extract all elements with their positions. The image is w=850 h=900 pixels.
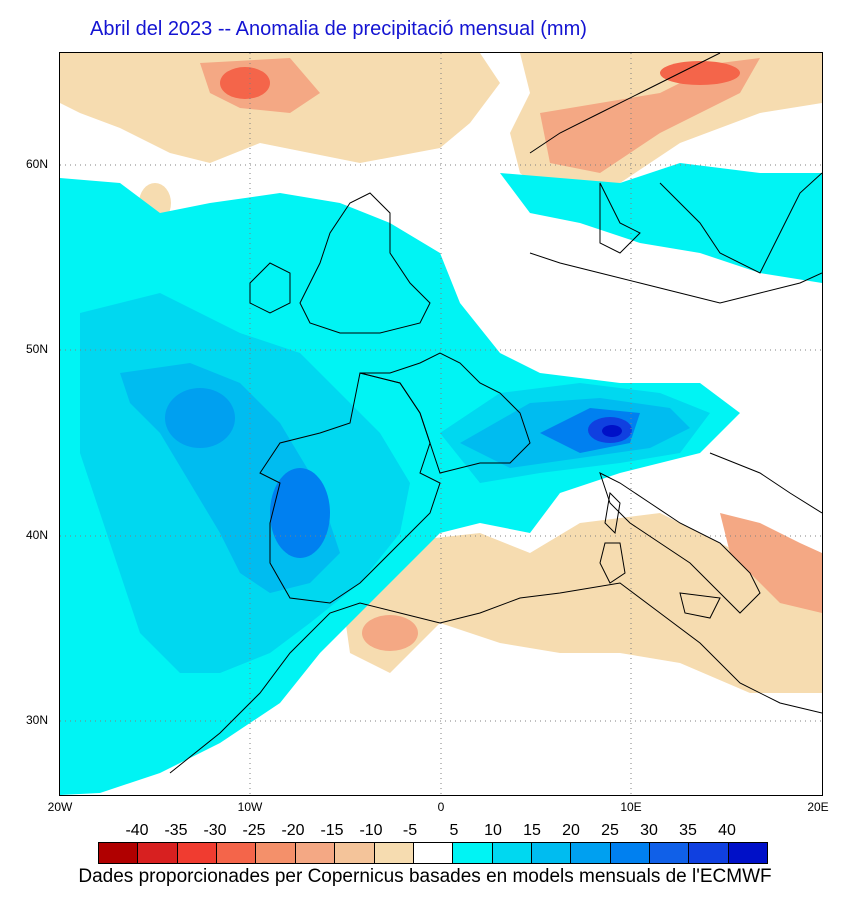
legend-swatch [571, 843, 611, 863]
legend-swatch [650, 843, 690, 863]
wet-area-scandinavia [500, 163, 822, 283]
legend-swatch [99, 843, 139, 863]
coast-france [359, 352, 531, 474]
legend-swatch [256, 843, 296, 863]
legend-swatch [689, 843, 729, 863]
coast-sweden [659, 172, 822, 274]
wet-area-iberia-core [270, 468, 330, 558]
coast-sicily [679, 592, 721, 619]
legend-label: -25 [242, 822, 266, 839]
legend-swatch [177, 843, 218, 863]
legend-label: -40 [125, 822, 149, 839]
lon-label-10w: 10W [237, 800, 263, 814]
legend-swatch [138, 843, 178, 863]
lon-label-0: 0 [437, 800, 445, 814]
lon-label-20w: 20W [47, 800, 73, 814]
legend-label: -20 [281, 822, 305, 839]
legend-swatch [374, 843, 414, 863]
legend-label: 10 [484, 822, 502, 839]
legend-label: -10 [359, 822, 383, 839]
precipitation-anomaly-map [59, 52, 823, 796]
dry-area-balkans [720, 513, 822, 613]
lat-label-30n: 30N [25, 713, 48, 727]
legend-label: 25 [601, 822, 619, 839]
wet-area-alps-peak [602, 425, 622, 437]
legend-swatch [531, 843, 572, 863]
dry-area-iceland-max [220, 67, 270, 99]
legend-swatch [335, 843, 375, 863]
graticule [60, 53, 822, 795]
dry-area-algeria-core [362, 615, 418, 651]
map-title: Abril del 2023 -- Anomalia de precipitac… [90, 18, 587, 40]
legend-swatch [453, 843, 493, 863]
lat-label-40n: 40N [25, 528, 48, 542]
coast-britain [299, 192, 431, 334]
legend-labels: -40 -35 -30 -25 -20 -15 -10 -5 5 10 15 2… [0, 822, 850, 842]
lon-label-10e: 10E [620, 800, 642, 814]
coast-scandinavia [529, 53, 721, 154]
coast-italy [599, 472, 761, 614]
coast-north-africa [169, 582, 822, 774]
legend-color-bar [98, 842, 768, 864]
lon-label-20e: 20E [807, 800, 829, 814]
coast-sardinia [599, 542, 626, 584]
legend-swatch [610, 843, 651, 863]
lat-label-60n: 60N [25, 157, 48, 171]
map-canvas [60, 53, 822, 795]
legend-label: 30 [640, 822, 658, 839]
data-credit: Dades proporcionades per Copernicus basa… [78, 866, 772, 887]
legend-label: -35 [164, 822, 188, 839]
wet-anomaly-areas [60, 163, 822, 795]
coast-corsica [604, 491, 621, 535]
coast-denmark [599, 182, 641, 254]
coast-adriatic [709, 452, 822, 514]
legend-swatch [217, 843, 257, 863]
legend-swatch [728, 843, 768, 863]
legend-label: -30 [203, 822, 227, 839]
legend-label: 5 [449, 822, 459, 839]
lat-label-50n: 50N [25, 342, 48, 356]
coastlines [169, 53, 822, 774]
legend-label: 40 [718, 822, 736, 839]
wet-area-biscay-core [165, 388, 235, 448]
legend-swatch [492, 843, 532, 863]
legend-label: 20 [562, 822, 580, 839]
legend-label: 35 [679, 822, 697, 839]
dry-area-norway-max [660, 61, 740, 85]
legend-swatch [413, 843, 454, 863]
legend-label: -5 [402, 822, 418, 839]
dry-anomaly-areas [60, 53, 822, 693]
coast-baltic [529, 252, 822, 304]
legend-label: -15 [320, 822, 344, 839]
coast-ireland [249, 262, 291, 314]
dry-area-north-africa [340, 513, 822, 693]
dry-area-norway-core [540, 58, 760, 173]
legend-label: 15 [523, 822, 541, 839]
legend-swatch [295, 843, 336, 863]
